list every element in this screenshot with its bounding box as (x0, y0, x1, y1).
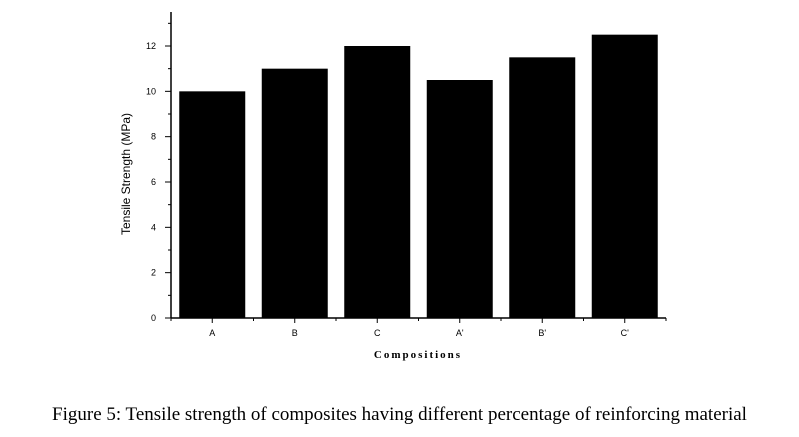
bar-1 (179, 91, 246, 318)
x-axis-label: Compositions (374, 349, 462, 361)
x-tick-label: B' (538, 328, 546, 338)
bar-6 (591, 34, 658, 319)
bar-4 (426, 80, 493, 318)
bar-5 (509, 57, 576, 318)
y-tick-label: 10 (146, 86, 156, 96)
y-tick-label: 12 (146, 41, 156, 51)
y-tick-label: 2 (151, 268, 156, 278)
bars-group (179, 34, 658, 319)
x-tick-label: C (374, 328, 381, 338)
y-tick-label: 8 (151, 132, 156, 142)
y-tick-label: 4 (151, 222, 156, 232)
bar-3 (344, 46, 411, 318)
x-tick-label: A' (456, 328, 464, 338)
x-tick-label: B (292, 328, 298, 338)
y-tick-label: 0 (151, 313, 156, 323)
bar-2 (261, 68, 328, 319)
x-tick-label: A (209, 328, 215, 338)
x-tick-label: C' (621, 328, 629, 338)
y-axis-label: Tensile Strength (MPa) (119, 113, 133, 235)
figure-caption: Figure 5: Tensile strength of composites… (52, 404, 747, 425)
y-tick-label: 6 (151, 177, 156, 187)
axes-group: 0 2 4 6 8 10 12 A B C A' B' C' (146, 12, 667, 338)
